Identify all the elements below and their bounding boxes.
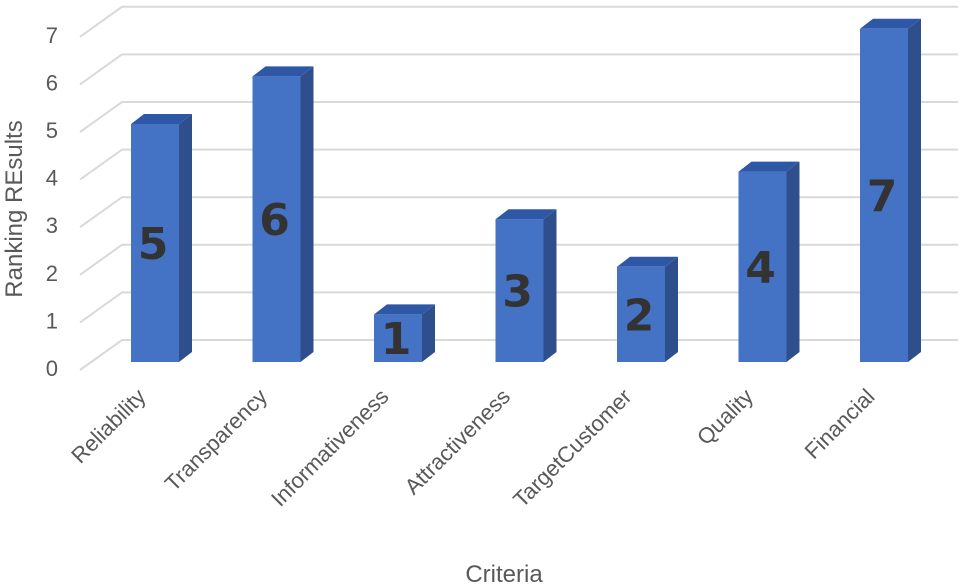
gridline [79,101,958,133]
gridline [79,291,958,324]
bar-quality [738,161,800,362]
bar-financial [860,18,921,363]
x-tick-label: Transparency [160,384,272,496]
gridlines [79,5,958,371]
y-tick-label: 0 [46,356,58,381]
x-tick-label: Financial [800,384,880,464]
bar-side [786,161,800,362]
gridline [79,5,958,38]
gridline [79,243,958,276]
bar-front [495,219,544,362]
bar-top [495,209,557,220]
x-tick-label: TargetCustomer [508,384,636,512]
gridline [79,53,958,86]
gridline [79,196,958,229]
bar-top [617,256,678,267]
bar-attractiveness [495,209,557,362]
bar-top [252,66,314,77]
gridline [79,339,958,371]
bar-transparency [252,66,314,363]
y-axis-ticks: 0 1 2 3 4 5 6 7 [46,23,58,381]
y-tick-label: 6 [46,70,58,95]
bar-side [300,66,314,363]
bars: 5 6 1 3 2 4 7 [131,18,921,365]
bar-side [908,18,921,363]
bar-top [131,114,192,124]
bar-side [665,256,678,362]
bar-informativeness [374,304,435,362]
y-tick-label: 4 [46,166,58,191]
bar-front [860,28,908,363]
data-label: 4 [745,243,776,294]
bar-side [543,209,557,362]
bar-targetcustomer [617,256,678,362]
bar-side [179,114,192,362]
y-tick-label: 2 [46,261,58,286]
gridline [79,148,958,181]
x-tick-label: Informativeness [266,384,393,511]
bar-front [131,124,179,362]
x-axis-title: Criteria [465,561,543,586]
bar-front [252,76,301,363]
data-label: 2 [624,290,655,341]
data-label: 7 [867,171,898,222]
y-axis-title: Ranking REsults [1,120,28,297]
y-tick-label: 5 [46,118,58,143]
bar-front [738,171,787,362]
bar-top [860,18,921,29]
bar-reliability [131,114,192,362]
y-tick-label: 7 [46,23,58,48]
x-tick-label: Attractiveness [400,384,515,499]
bar-side [422,304,435,362]
y-tick-label: 1 [46,308,58,333]
x-tick-label: Reliability [66,384,150,468]
y-tick-label: 3 [46,213,58,238]
bar-front [374,314,422,362]
data-label: 5 [138,219,169,270]
bar-top [374,304,435,315]
bar-top [738,161,800,172]
data-label: 1 [381,314,412,365]
data-label: 6 [259,195,290,246]
bar-front [617,266,665,362]
data-label: 3 [502,267,533,318]
x-tick-label: Quality [692,384,758,450]
